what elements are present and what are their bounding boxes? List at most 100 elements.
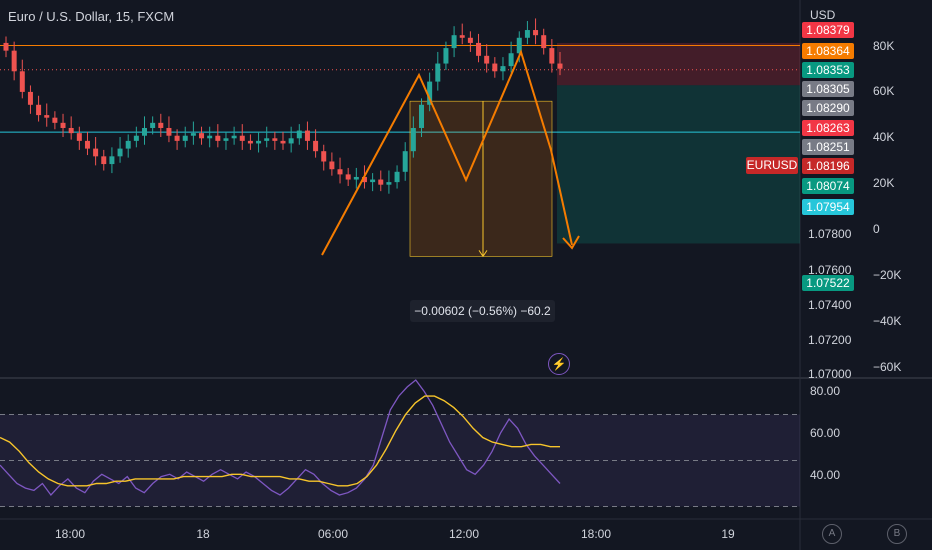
candle-body — [272, 138, 278, 141]
price-tick: 1.07800 — [808, 227, 852, 241]
candle-body — [451, 35, 457, 49]
volume-tick: 80K — [873, 39, 895, 53]
price-badge: 1.08364 — [802, 43, 854, 59]
candle-body — [117, 148, 123, 157]
candle-body — [402, 151, 408, 172]
candle-body — [524, 30, 530, 38]
candle-body — [492, 63, 498, 72]
candle-body — [313, 140, 319, 152]
candle-body — [410, 127, 416, 152]
volume-tick: 0 — [873, 222, 880, 236]
candle-body — [321, 151, 327, 162]
time-tick: 12:00 — [448, 527, 480, 541]
candle-body — [296, 130, 302, 139]
candle-body — [84, 140, 90, 149]
candle-body — [280, 140, 286, 144]
price-tick: 1.07200 — [808, 333, 852, 347]
candle-body — [101, 156, 107, 165]
rsi-tick: 60.00 — [810, 426, 841, 440]
volume-tick: 20K — [873, 176, 895, 190]
candle-body — [386, 182, 392, 185]
b-button[interactable]: B — [887, 524, 907, 544]
currency-label: USD — [810, 8, 836, 22]
candle-body — [109, 156, 115, 165]
auto-scale-button[interactable]: A — [822, 524, 842, 544]
candle-body — [44, 115, 50, 118]
candle-body — [459, 35, 465, 38]
candle-body — [264, 138, 270, 141]
candle-body — [158, 122, 164, 128]
volume-tick: −20K — [873, 268, 902, 282]
candle-body — [304, 130, 310, 141]
symbol-pill: EURUSD — [746, 157, 798, 174]
candle-body — [256, 140, 262, 144]
measure-arrowhead — [478, 250, 488, 258]
candle-body — [36, 104, 42, 116]
rsi-tick: 40.00 — [810, 468, 841, 482]
symbol-title[interactable]: Euro / U.S. Dollar, 15, FXCM — [8, 9, 175, 24]
lightning-icon[interactable]: ⚡ — [548, 353, 570, 375]
candle-body — [166, 127, 172, 136]
price-badge: 1.08074 — [802, 178, 854, 194]
candle-body — [557, 63, 563, 69]
price-tick: 1.07400 — [808, 298, 852, 312]
candle-body — [125, 140, 131, 149]
candle-body — [394, 171, 400, 183]
candle-body — [215, 135, 221, 141]
time-tick: 06:00 — [317, 527, 349, 541]
candle-body — [11, 50, 17, 72]
candle-body — [231, 135, 237, 139]
candle-body — [353, 176, 359, 180]
candle-body — [133, 135, 139, 141]
candle-body — [516, 37, 522, 54]
candle-body — [533, 30, 539, 36]
candle-body — [142, 127, 147, 136]
price-badge: 1.08379 — [802, 22, 854, 38]
candle-body — [68, 127, 74, 134]
volume-tick: 60K — [873, 84, 895, 98]
candle-body — [484, 55, 490, 64]
candle-body — [378, 179, 384, 185]
candle-body — [239, 135, 245, 141]
candle-body — [541, 35, 547, 49]
candle-body — [3, 42, 9, 51]
candle-body — [60, 122, 66, 128]
candle-body — [419, 104, 424, 128]
candle-body — [337, 169, 343, 175]
price-badge: 1.08305 — [802, 81, 854, 97]
measure-label: −0.00602 (−0.56%) −60.2 — [410, 300, 555, 322]
price-badge: 1.07522 — [802, 275, 854, 291]
price-badge: 1.07954 — [802, 199, 854, 215]
candle-body — [27, 91, 33, 105]
candle-body — [443, 48, 449, 64]
volume-tick: −40K — [873, 314, 902, 328]
candle-body — [500, 66, 506, 72]
time-tick: 18:00 — [580, 527, 612, 541]
price-badge: 1.08353 — [802, 62, 854, 78]
candle-body — [190, 133, 196, 136]
pattern-drawing — [321, 49, 573, 256]
stop-zone — [557, 42, 800, 86]
price-badge: 1.08263 — [802, 120, 854, 136]
candle-body — [223, 138, 229, 141]
candle-body — [19, 71, 25, 92]
candle-body — [93, 148, 99, 157]
candle-body — [508, 53, 514, 67]
candle-body — [329, 161, 335, 170]
candle-body — [247, 140, 253, 144]
measure-box — [409, 100, 553, 257]
price-tick: 1.07000 — [808, 367, 852, 381]
candle-body — [182, 135, 188, 141]
rsi-ma-line — [0, 395, 560, 487]
candle-body — [427, 81, 433, 105]
candle-body — [52, 117, 58, 123]
candle-body — [76, 133, 82, 141]
volume-tick: 40K — [873, 130, 895, 144]
candle-body — [435, 63, 441, 82]
candle-body — [207, 135, 213, 139]
price-tick: 1.07600 — [808, 263, 852, 277]
candle-body — [467, 37, 473, 43]
rsi-line — [0, 379, 561, 497]
price-badge: 1.08251 — [802, 139, 854, 155]
